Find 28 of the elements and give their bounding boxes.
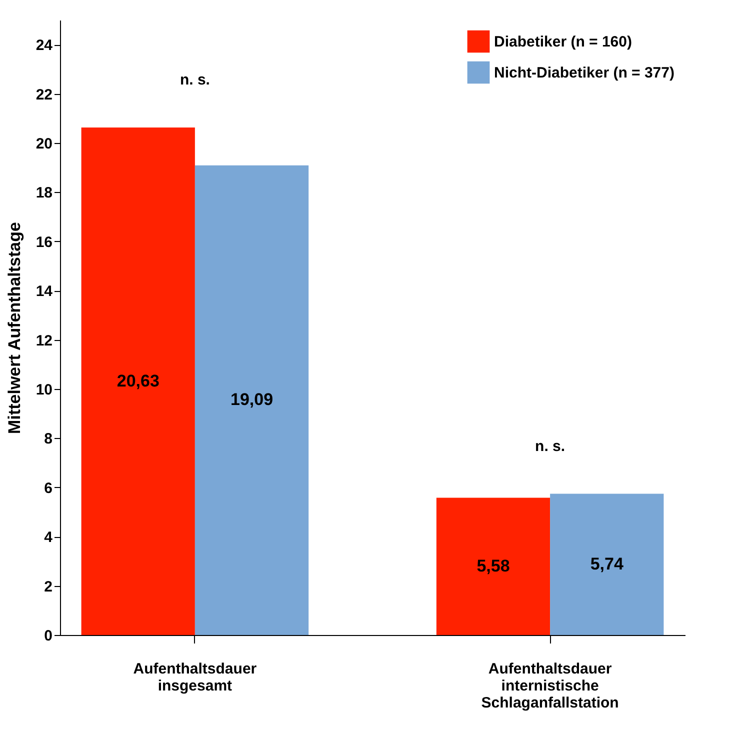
y-tick-label: 20 [36, 136, 52, 152]
y-tick-label: 14 [36, 283, 54, 300]
data-label: 5,58 [476, 556, 510, 576]
y-tick-label: 4 [44, 529, 54, 546]
annotation: n. s. [180, 72, 210, 88]
x-tick-label: Aufenthaltsdauer internistische Schlaganfallstation [481, 660, 619, 712]
legend-label: Diabetiker (n = 160) [494, 34, 632, 50]
y-tick-label: 6 [44, 480, 52, 497]
y-tick-label: 16 [36, 234, 52, 251]
y-tick-label: 8 [44, 430, 52, 448]
y-tick-label: 10 [36, 382, 52, 398]
bar [550, 494, 664, 635]
y-axis-title: Mittelwert Aufenthaltstage [4, 222, 24, 434]
y-tick-label: 2 [44, 578, 52, 596]
legend-label: Nicht-Diabetiker (n = 377) [494, 64, 674, 82]
bar [81, 128, 195, 635]
bar [194, 165, 309, 635]
y-tick-label: 12 [36, 332, 52, 350]
data-label: 19,09 [230, 390, 274, 410]
y-tick-label: 24 [36, 37, 54, 54]
x-tick-label: Aufenthaltsdauer insgesamt [133, 660, 257, 694]
y-tick-label: 0 [44, 628, 52, 644]
data-label: 5,74 [590, 554, 624, 574]
bar [436, 498, 550, 635]
data-label: 20,63 [116, 371, 160, 390]
annotation: n. s. [535, 438, 566, 455]
y-tick-label: 22 [36, 86, 52, 104]
y-tick-label: 18 [36, 184, 52, 202]
